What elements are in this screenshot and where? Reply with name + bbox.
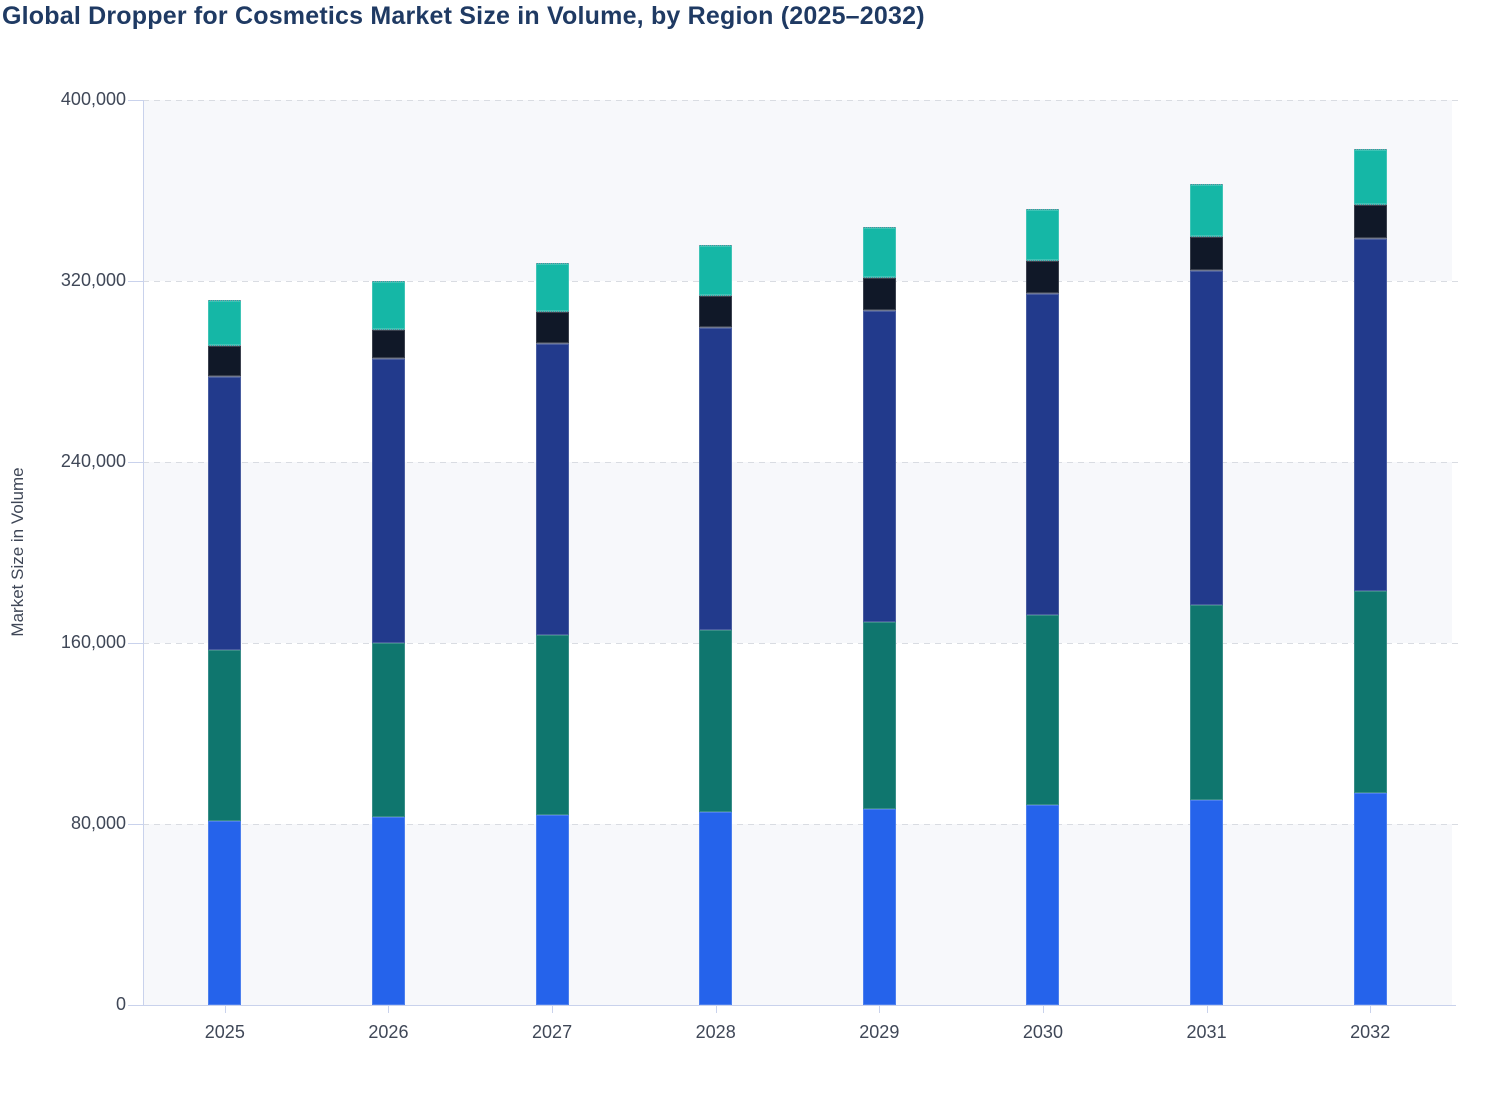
- bar-2028-segment-4-near-black-navy: [699, 295, 733, 328]
- y-tick-label-80000: 80,000: [70, 813, 126, 833]
- y-tick-label-240000: 240,000: [60, 451, 126, 471]
- bar-2025-segment-1-bottom-bright-blue: [208, 820, 242, 1005]
- plot-row-band: [143, 462, 1452, 643]
- bar-2026-segment-1-bottom-bright-blue: [371, 817, 405, 1005]
- bar-2025-segment-3-navy-blue: [208, 376, 242, 650]
- gridline-400000: [143, 100, 1460, 101]
- bar-2029-segment-4-near-black-navy: [862, 278, 896, 312]
- bar-2030-segment-5-top-turquoise: [1026, 209, 1060, 262]
- bar-2027-segment-4-near-black-navy: [535, 312, 569, 344]
- bar-2025-segment-4-near-black-navy: [208, 346, 242, 377]
- bar-2029-segment-5-top-turquoise: [862, 226, 896, 279]
- bar-2028-segment-3-navy-blue: [699, 327, 733, 630]
- x-axis-tick-2026: [388, 1005, 390, 1013]
- y-axis-tick: [128, 462, 143, 463]
- gridline-160000: [143, 643, 1460, 644]
- bar-2026-segment-2-dark-teal-green: [371, 643, 405, 818]
- y-axis-line: [143, 100, 144, 1005]
- x-axis-tick-2032: [1370, 1005, 1372, 1013]
- y-axis-tick: [128, 824, 143, 825]
- x-tick-label-2029: 2029: [859, 1022, 900, 1042]
- bar-2027-segment-5-top-turquoise: [535, 263, 569, 313]
- bar-2031-segment-1-bottom-bright-blue: [1190, 800, 1224, 1005]
- x-axis-tick-2028: [715, 1005, 717, 1013]
- bar-2030-segment-4-near-black-navy: [1026, 261, 1060, 294]
- bar-2030-segment-3-navy-blue: [1026, 293, 1060, 616]
- bar-2028-segment-2-dark-teal-green: [699, 629, 733, 813]
- bar-2030-segment-2-dark-teal-green: [1026, 615, 1060, 805]
- bar-2032-segment-4-near-black-navy: [1353, 205, 1387, 239]
- y-tick-label-160000: 160,000: [60, 632, 126, 652]
- bar-2030-segment-1-bottom-bright-blue: [1026, 804, 1060, 1005]
- plot-row-band: [143, 824, 1452, 1005]
- gridline-320000: [143, 281, 1460, 282]
- y-tick-label-320000: 320,000: [60, 270, 126, 290]
- bar-2027-segment-1-bottom-bright-blue: [535, 814, 569, 1005]
- y-tick-label-400000: 400,000: [60, 89, 126, 109]
- bar-2025-segment-2-dark-teal-green: [208, 649, 242, 821]
- bar-2028-segment-5-top-turquoise: [699, 245, 733, 296]
- bar-2028-segment-1-bottom-bright-blue: [699, 812, 733, 1005]
- bar-2027-segment-2-dark-teal-green: [535, 634, 569, 815]
- bar-2026-segment-5-top-turquoise: [371, 281, 405, 330]
- plot-row-band: [143, 100, 1452, 281]
- bar-2026-segment-3-navy-blue: [371, 359, 405, 643]
- x-tick-label-2032: 2032: [1350, 1022, 1391, 1042]
- x-axis-tick-2025: [224, 1005, 226, 1013]
- bar-2031-segment-4-near-black-navy: [1190, 237, 1224, 272]
- plot-row-band: [143, 643, 1452, 824]
- y-axis-title: Market Size in Volume: [8, 467, 27, 637]
- x-tick-label-2027: 2027: [532, 1022, 573, 1042]
- bar-2029-segment-3-navy-blue: [862, 311, 896, 623]
- bar-2025-segment-5-top-turquoise: [208, 299, 242, 347]
- x-tick-label-2028: 2028: [695, 1022, 736, 1042]
- bar-2029-segment-2-dark-teal-green: [862, 622, 896, 809]
- chart-title: Global Dropper for Cosmetics Market Size…: [2, 2, 925, 30]
- y-axis-tick: [128, 281, 143, 282]
- bar-2031-segment-2-dark-teal-green: [1190, 605, 1224, 801]
- bar-2032-segment-5-top-turquoise: [1353, 149, 1387, 206]
- y-axis-tick: [128, 100, 143, 101]
- x-axis-tick-2027: [552, 1005, 554, 1013]
- y-axis-tick: [128, 643, 143, 644]
- bar-2031-segment-3-navy-blue: [1190, 271, 1224, 606]
- x-axis-tick-2031: [1206, 1005, 1208, 1013]
- x-axis-tick-2029: [879, 1005, 881, 1013]
- y-axis-tick: [128, 1005, 143, 1006]
- bar-2032-segment-2-dark-teal-green: [1353, 590, 1387, 793]
- plot-row-band: [143, 281, 1452, 462]
- bar-2032-segment-1-bottom-bright-blue: [1353, 792, 1387, 1005]
- x-axis-tick-2030: [1042, 1005, 1044, 1013]
- bar-2026-segment-4-near-black-navy: [371, 329, 405, 360]
- x-tick-label-2025: 2025: [204, 1022, 245, 1042]
- gridline-240000: [143, 462, 1460, 463]
- bar-2031-segment-5-top-turquoise: [1190, 183, 1224, 238]
- gridline-80000: [143, 824, 1460, 825]
- x-tick-label-2030: 2030: [1022, 1022, 1063, 1042]
- bar-2029-segment-1-bottom-bright-blue: [862, 808, 896, 1005]
- y-tick-label-0: 0: [115, 994, 126, 1014]
- x-tick-label-2031: 2031: [1186, 1022, 1227, 1042]
- bar-2027-segment-3-navy-blue: [535, 343, 569, 635]
- bar-2032-segment-3-navy-blue: [1353, 238, 1387, 591]
- x-tick-label-2026: 2026: [368, 1022, 409, 1042]
- x-axis-line: [143, 1005, 1456, 1006]
